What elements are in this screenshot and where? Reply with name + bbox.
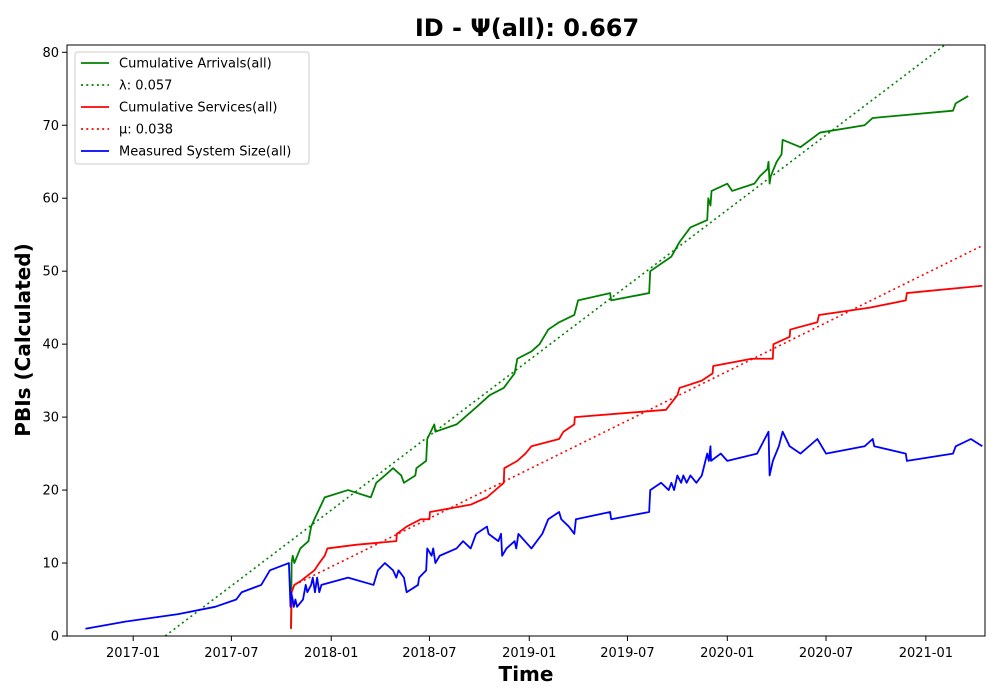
plot-frame [66, 44, 986, 637]
legend-label: Measured System Size(all) [119, 145, 291, 160]
legend: Cumulative Arrivals(all) λ: 0.057 Cumulati… [74, 51, 310, 165]
y-tick-label: 80 [42, 46, 59, 61]
y-axis: 0 10 20 30 40 50 60 70 80 [42, 46, 67, 645]
series-line-2 [290, 284, 983, 629]
x-axis: 2017-01 2017-07 2018-01 2018-07 2019-01 2019-… [106, 636, 953, 661]
legend-label: Cumulative Services(all) [119, 101, 277, 116]
y-tick-label: 20 [42, 484, 59, 499]
legend-label: μ: 0.038 [119, 123, 173, 138]
y-tick-label: 40 [42, 338, 59, 353]
x-tick-label: 2019-01 [502, 646, 556, 661]
y-tick-label: 50 [42, 265, 59, 280]
x-tick-label: 2020-01 [700, 646, 754, 661]
x-tick-label: 2020-07 [799, 646, 853, 661]
series-line-1 [164, 45, 946, 636]
chart-title: ID - Ψ(all): 0.667 [415, 14, 639, 42]
legend-label: Cumulative Arrivals(all) [119, 57, 272, 72]
legend-box [74, 51, 310, 165]
y-axis-label: PBIs (Calculated) [11, 243, 35, 436]
legend-label: λ: 0.057 [119, 79, 172, 94]
series-line-3 [293, 244, 983, 586]
y-tick-label: 30 [42, 411, 59, 426]
x-tick-label: 2017-01 [106, 646, 160, 661]
series-line-4 [85, 430, 983, 630]
x-tick-label: 2021-01 [899, 646, 953, 661]
y-tick-label: 0 [51, 630, 59, 645]
y-tick-label: 60 [42, 192, 59, 207]
x-tick-label: 2018-01 [304, 646, 358, 661]
series-line-0 [290, 95, 969, 629]
x-axis-label: Time [499, 662, 554, 686]
x-tick-label: 2017-07 [204, 646, 258, 661]
y-tick-label: 10 [42, 557, 59, 572]
x-tick-label: 2018-07 [402, 646, 456, 661]
y-tick-label: 70 [42, 119, 59, 134]
series-layer [85, 45, 983, 636]
x-tick-label: 2019-07 [600, 646, 654, 661]
